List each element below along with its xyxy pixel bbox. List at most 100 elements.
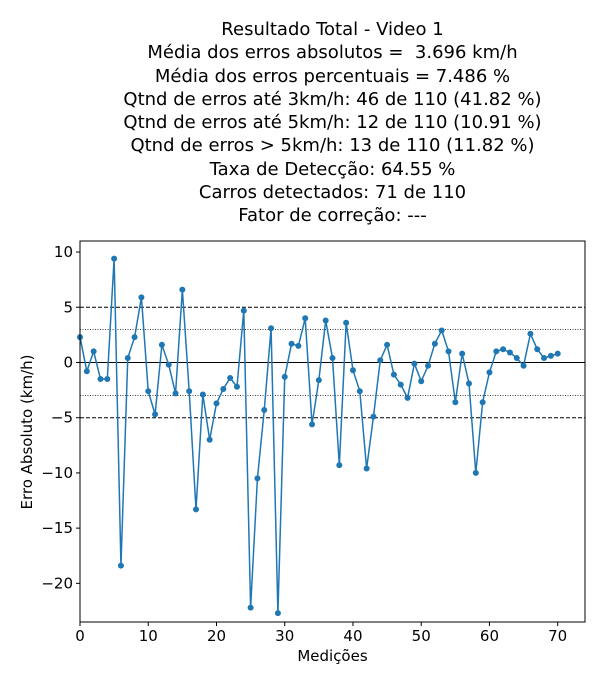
- data-point: [438, 327, 445, 334]
- data-point: [404, 394, 411, 401]
- data-point: [179, 286, 186, 293]
- x-tick-label: 30: [275, 627, 294, 645]
- data-point: [117, 562, 124, 569]
- x-tick-label: 0: [75, 627, 85, 645]
- title-line: Qtnd de erros até 3km/h: 46 de 110 (41.8…: [123, 88, 542, 110]
- data-point: [104, 376, 111, 383]
- data-point: [520, 362, 527, 369]
- data-point: [302, 315, 309, 322]
- data-point: [384, 341, 391, 348]
- data-point: [322, 317, 329, 324]
- data-point: [97, 376, 104, 383]
- x-tick-label: 20: [207, 627, 226, 645]
- data-point: [486, 369, 493, 376]
- data-point: [452, 399, 459, 406]
- x-axis-label: Medições: [297, 647, 368, 665]
- data-point: [445, 348, 452, 355]
- data-point: [336, 462, 343, 469]
- data-point: [309, 421, 316, 428]
- title-line: Média dos erros absolutos = 3.696 km/h: [147, 42, 518, 64]
- y-tick-label: −5: [51, 409, 73, 427]
- data-point: [274, 610, 281, 617]
- data-point: [131, 334, 138, 341]
- series-line: [79, 258, 558, 614]
- data-point: [541, 355, 548, 362]
- data-point: [124, 355, 131, 362]
- data-point: [363, 465, 370, 472]
- chart-title: Resultado Total - Video 1 Média dos erro…: [80, 18, 585, 228]
- title-line: Taxa de Detecção: 64.55 %: [209, 158, 456, 180]
- title-line: Carros detectados: 71 de 110: [198, 182, 467, 204]
- data-point: [500, 346, 507, 353]
- data-point: [288, 340, 295, 347]
- data-point: [206, 436, 213, 443]
- data-point: [397, 381, 404, 388]
- data-point: [506, 349, 513, 356]
- data-point: [145, 388, 152, 395]
- x-tick-label: 40: [343, 627, 362, 645]
- plot-frame: [79, 240, 586, 623]
- data-point: [534, 346, 541, 353]
- x-tick-label: 60: [480, 627, 499, 645]
- data-point: [240, 307, 247, 314]
- data-point: [111, 255, 118, 262]
- data-point: [233, 383, 240, 390]
- data-point: [220, 385, 227, 392]
- data-point: [411, 360, 418, 367]
- data-point: [268, 325, 275, 332]
- data-point: [213, 400, 220, 407]
- data-point: [527, 330, 534, 337]
- data-point: [90, 348, 97, 355]
- data-point: [493, 348, 500, 355]
- data-point: [193, 506, 200, 513]
- data-point: [315, 377, 322, 384]
- x-tick-label: 10: [139, 627, 158, 645]
- x-tick-label: 70: [548, 627, 567, 645]
- data-point: [465, 380, 472, 387]
- data-point: [83, 368, 90, 375]
- data-point: [472, 469, 479, 476]
- data-point: [459, 350, 466, 357]
- data-point: [281, 373, 288, 380]
- data-point: [479, 399, 486, 406]
- title-line: Qtnd de erros até 5km/h: 12 de 110 (10.9…: [123, 112, 542, 134]
- data-point: [152, 411, 159, 418]
- data-point: [165, 361, 172, 368]
- title-line: Resultado Total - Video 1: [221, 19, 444, 40]
- y-tick-label: −20: [41, 574, 73, 592]
- y-tick-label: 10: [54, 243, 73, 261]
- data-point: [370, 413, 377, 420]
- data-point: [227, 374, 234, 381]
- data-point: [349, 367, 356, 374]
- y-tick-label: −10: [41, 464, 73, 482]
- y-axis-label: Erro Absoluto (km/h): [18, 354, 36, 509]
- title-line: Média dos erros percentuais = 7.486 %: [154, 65, 511, 87]
- y-tick-label: −15: [41, 519, 73, 537]
- data-point: [390, 371, 397, 378]
- data-point: [247, 604, 254, 611]
- x-tick-label: 50: [412, 627, 431, 645]
- data-point: [254, 475, 261, 482]
- data-point: [261, 406, 268, 413]
- data-point: [329, 355, 336, 362]
- data-point: [425, 362, 432, 369]
- data-point: [343, 319, 350, 326]
- data-point: [186, 388, 193, 395]
- data-point: [377, 357, 384, 364]
- title-line: Qtnd de erros > 5km/h: 13 de 110 (11.82 …: [130, 135, 535, 157]
- data-point: [295, 342, 302, 349]
- data-point: [138, 294, 145, 301]
- data-point: [513, 355, 520, 362]
- data-point: [418, 378, 425, 385]
- data-point: [431, 340, 438, 347]
- y-tick-label: 5: [63, 298, 73, 316]
- title-line: Fator de correção: ---: [238, 205, 427, 227]
- data-point: [172, 390, 179, 397]
- data-point: [356, 388, 363, 395]
- y-tick-label: 0: [63, 353, 73, 371]
- data-point: [554, 350, 561, 357]
- data-point: [199, 391, 206, 398]
- data-point: [547, 352, 554, 359]
